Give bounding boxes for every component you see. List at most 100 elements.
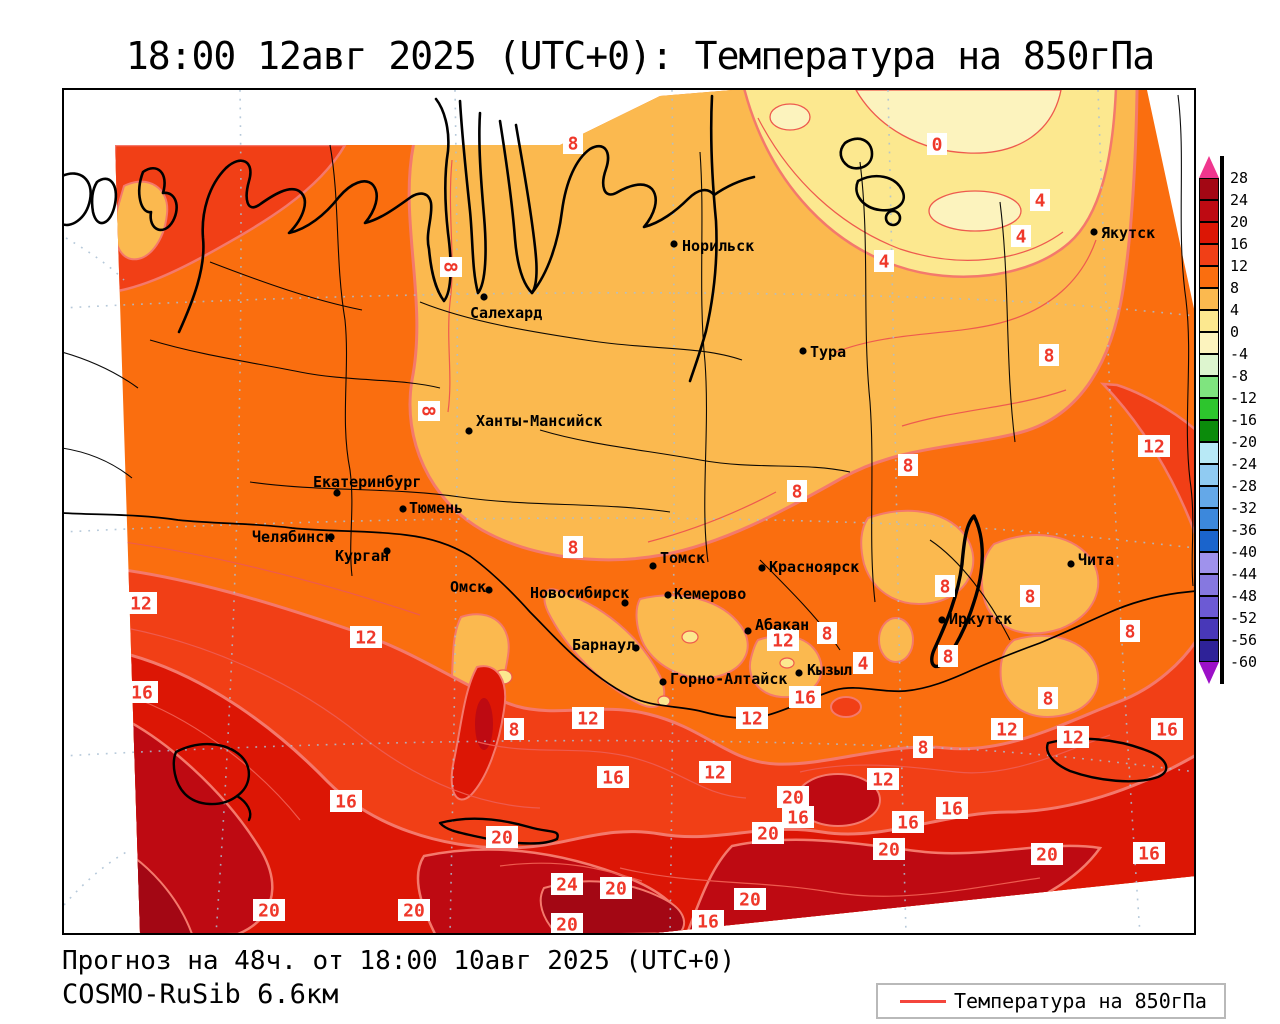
colorbar-cell [1199, 310, 1219, 332]
svg-text:24: 24 [556, 875, 578, 896]
svg-text:0: 0 [932, 135, 943, 156]
band-4-8-spot [878, 617, 914, 663]
colorbar-cell [1199, 398, 1219, 420]
colorbar-cell [1199, 266, 1219, 288]
coastlines [62, 94, 1168, 845]
contour-label: 4 [1030, 189, 1050, 212]
colorbar-tick-label: -28 [1230, 477, 1258, 495]
country-border [62, 512, 1196, 719]
contour-label: 12 [699, 761, 731, 784]
colorbar-cell [1199, 332, 1219, 354]
contour-label: 12 [867, 768, 899, 791]
contour-label: 8 [563, 132, 583, 155]
colorbar-cell [1199, 442, 1219, 464]
contour-label: 8 [1120, 620, 1140, 643]
map-border-frame [62, 88, 1196, 935]
svg-text:4: 4 [1035, 191, 1046, 212]
band-m4-0-spot [769, 103, 811, 131]
svg-text:8: 8 [903, 456, 914, 477]
svg-text:4: 4 [879, 252, 890, 273]
colorbar-cell [1199, 464, 1219, 486]
temperature-field [115, 90, 1196, 933]
contour-label: 20 [253, 899, 285, 922]
svg-text:4: 4 [1016, 227, 1027, 248]
colorbar-tick-label: -16 [1230, 411, 1258, 429]
contour-label: 4 [853, 652, 873, 675]
city-marker-Горно-Алтайск: Горно-Алтайск [659, 670, 787, 688]
svg-text:8: 8 [822, 624, 833, 645]
contour-label: 8 [504, 718, 524, 741]
city-marker-Омск: Омск [450, 578, 493, 596]
svg-text:16: 16 [941, 799, 963, 820]
city-marker-Красноярск: Красноярск [758, 558, 859, 576]
city-marker-Тюмень: Тюмень [399, 499, 463, 517]
svg-text:8: 8 [509, 720, 520, 741]
city-marker-Кемерово: Кемерово [664, 585, 746, 603]
colorbar-cell [1199, 222, 1219, 244]
contour-label: 12 [736, 707, 768, 730]
svg-text:12: 12 [355, 628, 377, 649]
contour-label: 12 [1138, 435, 1170, 458]
contour-label: 16 [892, 811, 924, 834]
city-marker-Тура: Тура [799, 343, 846, 361]
city-marker-Чита: Чита [1067, 551, 1114, 569]
contour-label: 20 [873, 838, 905, 861]
colorbar-cell [1199, 288, 1219, 310]
svg-text:12: 12 [772, 631, 794, 652]
colorbar-tick-label: 24 [1230, 191, 1249, 209]
contour-label: 4 [874, 250, 894, 273]
svg-text:8: 8 [568, 538, 579, 559]
colorbar-cell [1199, 200, 1219, 222]
contour-label: 20 [486, 826, 518, 849]
svg-text:20: 20 [258, 901, 280, 922]
contour-label: 20 [600, 877, 632, 900]
contour-label: 12 [125, 592, 157, 615]
svg-text:Екатеринбург: Екатеринбург [313, 473, 421, 491]
svg-text:12: 12 [872, 770, 894, 791]
svg-text:16: 16 [335, 792, 357, 813]
contour-label: 8 [787, 480, 807, 503]
colorbar-cell [1199, 508, 1219, 530]
contour-label: 16 [126, 681, 158, 704]
city-marker-Иркутск: Иркутск [938, 610, 1012, 628]
svg-text:20: 20 [757, 824, 779, 845]
colorbar-tick-label: 16 [1230, 235, 1249, 253]
svg-text:20: 20 [782, 788, 804, 809]
svg-text:20: 20 [1036, 845, 1058, 866]
contour-label: 12 [991, 718, 1023, 741]
colorbar-cell [1199, 596, 1219, 618]
contour-label: 8 [817, 622, 837, 645]
svg-text:12: 12 [1143, 437, 1165, 458]
svg-text:12: 12 [130, 594, 152, 615]
svg-text:Кызыл: Кызыл [807, 661, 852, 679]
colorbar-tick-label: -44 [1230, 565, 1258, 583]
svg-text:12: 12 [1062, 728, 1084, 749]
svg-text:12: 12 [704, 763, 726, 784]
colorbar-cell [1199, 618, 1219, 640]
temperature-colorbar: 28 24 20 16 12 8 4 0 -4 -8 -12 -16 -20 -24 -28 -32 -36 -4… [1199, 156, 1269, 696]
colorbar-cell [1199, 530, 1219, 552]
svg-text:Иркутск: Иркутск [949, 610, 1012, 628]
colorbar-tick-label: -48 [1230, 587, 1258, 605]
colorbar-cell [1199, 552, 1219, 574]
model-info-line: COSMO-RuSib 6.6км [62, 979, 339, 1010]
contour-label: 8 [1039, 344, 1059, 367]
admin-borders [62, 94, 1194, 651]
contour-label: 20 [1031, 843, 1063, 866]
contour-label: 8 [418, 401, 440, 421]
contour-label: 24 [551, 873, 583, 896]
city-marker-Салехард: Салехард [470, 293, 542, 322]
svg-text:8: 8 [1043, 689, 1054, 710]
band-12-16-spot [830, 696, 862, 718]
svg-text:16: 16 [1138, 844, 1160, 865]
svg-text:8: 8 [418, 406, 439, 417]
band-4-8-ob-valley [543, 588, 666, 709]
svg-text:8: 8 [1044, 346, 1055, 367]
contour-label: 16 [936, 797, 968, 820]
city-marker-Кызыл: Кызыл [795, 661, 852, 679]
city-marker-Якутск: Якутск [1090, 224, 1155, 242]
contour-label: 8 [935, 575, 955, 598]
svg-text:16: 16 [794, 688, 816, 709]
svg-text:8: 8 [568, 134, 579, 155]
